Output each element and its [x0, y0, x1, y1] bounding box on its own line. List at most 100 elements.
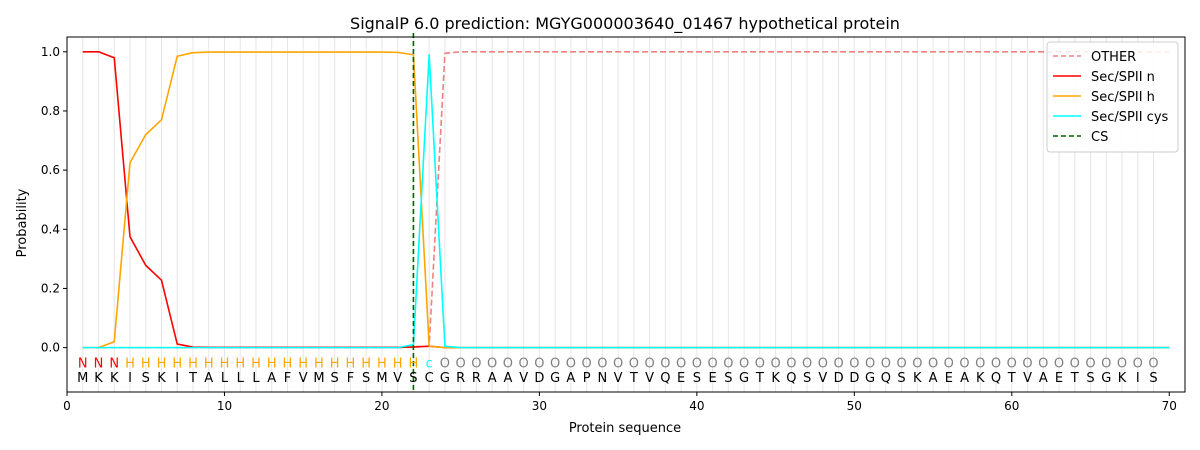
residue-letter: V: [818, 371, 827, 386]
region-label: O: [582, 356, 592, 371]
residue-letter: Q: [660, 371, 670, 386]
region-label: O: [1022, 356, 1032, 371]
region-label: O: [566, 356, 576, 371]
y-tick-label: 0.0: [41, 341, 60, 355]
chart-title: SignalP 6.0 prediction: MGYG000003640_01…: [350, 14, 900, 34]
region-label: H: [235, 356, 245, 371]
region-label: H: [141, 356, 151, 371]
grid-lines: [82, 37, 1155, 392]
residue-letter: F: [284, 371, 291, 386]
region-label: O: [707, 356, 717, 371]
region-label: O: [786, 356, 796, 371]
x-tick-label: 30: [532, 399, 547, 413]
y-tick-label: 1.0: [41, 45, 60, 59]
residue-letter: I: [175, 371, 179, 386]
region-label: O: [645, 356, 655, 371]
region-label: O: [613, 356, 623, 371]
residue-letter: D: [849, 371, 859, 386]
residue-letter: T: [1070, 371, 1079, 386]
region-label: O: [1007, 356, 1017, 371]
residue-letter: V: [645, 371, 654, 386]
region-label: H: [157, 356, 167, 371]
region-label: O: [692, 356, 702, 371]
region-label: H: [330, 356, 340, 371]
residue-letter: S: [331, 371, 339, 386]
region-label: H: [251, 356, 261, 371]
region-label: O: [975, 356, 985, 371]
residue-letter: V: [614, 371, 623, 386]
residue-letter: A: [488, 371, 497, 386]
residue-letter: I: [1136, 371, 1140, 386]
region-label: O: [991, 356, 1001, 371]
region-label: O: [865, 356, 875, 371]
x-tick-label: 20: [374, 399, 389, 413]
legend-label: Sec/SPII cys: [1091, 110, 1169, 125]
x-tick-label: 10: [217, 399, 232, 413]
region-label: O: [755, 356, 765, 371]
legend-label: Sec/SPII n: [1091, 70, 1155, 85]
residue-letter: S: [142, 371, 150, 386]
region-label: O: [471, 356, 481, 371]
residue-letter: V: [1023, 371, 1032, 386]
residue-letter: M: [313, 371, 324, 386]
residue-letter: T: [188, 371, 197, 386]
residue-letter: S: [693, 371, 701, 386]
residue-letter: G: [865, 371, 875, 386]
x-tick-label: 0: [63, 399, 71, 413]
region-label: H: [377, 356, 387, 371]
region-label: O: [440, 356, 450, 371]
region-label: O: [1117, 356, 1127, 371]
residue-letter: V: [393, 371, 402, 386]
region-label: O: [629, 356, 639, 371]
region-label: c: [426, 356, 433, 371]
region-label: H: [283, 356, 293, 371]
y-tick-label: 0.6: [41, 163, 60, 177]
residue-letter: S: [362, 371, 370, 386]
region-label: O: [1101, 356, 1111, 371]
region-label: O: [833, 356, 843, 371]
residue-letter: K: [1118, 371, 1127, 386]
residue-letter: E: [945, 371, 953, 386]
residue-letter: S: [1086, 371, 1094, 386]
region-label: O: [534, 356, 544, 371]
residue-letter: Q: [881, 371, 891, 386]
region-label: O: [896, 356, 906, 371]
residue-letter: C: [425, 371, 434, 386]
region-label: H: [125, 356, 135, 371]
residue-letter: S: [1149, 371, 1157, 386]
legend-label: CS: [1091, 130, 1108, 145]
region-label: O: [487, 356, 497, 371]
region-label: O: [1133, 356, 1143, 371]
region-label: O: [503, 356, 513, 371]
residue-letter: A: [1039, 371, 1048, 386]
residue-letter: R: [472, 371, 481, 386]
residue-letter: E: [708, 371, 716, 386]
series-line-1: [82, 50, 1170, 349]
region-label: O: [818, 356, 828, 371]
residue-letter: S: [803, 371, 811, 386]
region-label: O: [676, 356, 686, 371]
region-label: H: [393, 356, 403, 371]
region-label: H: [172, 356, 182, 371]
residue-letter: G: [739, 371, 749, 386]
residue-letter: Q: [786, 371, 796, 386]
region-label: O: [802, 356, 812, 371]
residue-letter: Q: [991, 371, 1001, 386]
region-label: N: [94, 356, 104, 371]
y-axis-label: Probability: [15, 188, 30, 257]
legend-box: [1046, 41, 1179, 153]
residue-letter: K: [976, 371, 985, 386]
residue-letter: G: [550, 371, 560, 386]
region-label: O: [1085, 356, 1095, 371]
y-tick-label: 0.8: [41, 104, 60, 118]
region-label: H: [314, 356, 324, 371]
region-label: O: [1038, 356, 1048, 371]
region-label: O: [881, 356, 891, 371]
region-label: O: [723, 356, 733, 371]
residue-letter: P: [583, 371, 591, 386]
residue-letter: K: [771, 371, 780, 386]
region-label: O: [550, 356, 560, 371]
residue-letter: T: [1007, 371, 1016, 386]
region-label: O: [928, 356, 938, 371]
